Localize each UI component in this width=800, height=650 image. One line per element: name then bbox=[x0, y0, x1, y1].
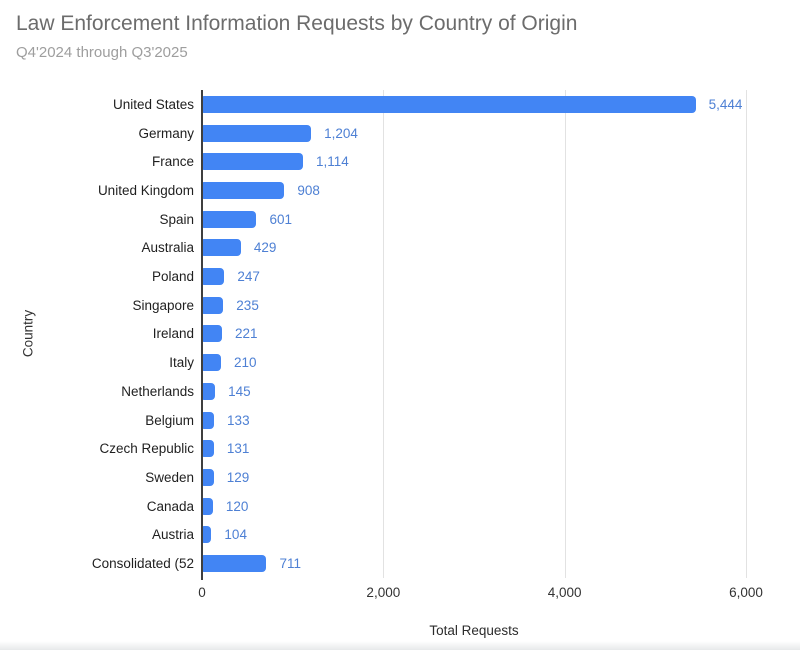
value-label: 120 bbox=[225, 498, 249, 514]
category-label: United States bbox=[112, 96, 194, 112]
plot-area: United States 5,444 Germany 1,204 France 1,11… bbox=[92, 90, 770, 580]
category-label: Singapore bbox=[132, 297, 194, 313]
bar-row: Singapore 235 bbox=[132, 291, 770, 320]
x-tick-label: 0 bbox=[198, 585, 206, 600]
value-label: 131 bbox=[226, 441, 250, 457]
chart-title: Law Enforcement Information Requests by … bbox=[16, 12, 578, 35]
value-label: 5,444 bbox=[708, 96, 743, 112]
bar-row: United Kingdom 908 bbox=[98, 176, 770, 205]
bar bbox=[202, 411, 215, 429]
bar-row: Germany 1,204 bbox=[138, 119, 770, 148]
x-axis-ticks: 0 2,000 4,000 6,000 bbox=[198, 585, 770, 605]
category-label: Sweden bbox=[145, 469, 194, 485]
value-label: 129 bbox=[226, 469, 250, 485]
category-label: France bbox=[151, 154, 194, 170]
value-label: 711 bbox=[279, 556, 301, 572]
value-label: 1,114 bbox=[316, 154, 349, 170]
gridline bbox=[383, 90, 385, 578]
gridline bbox=[564, 90, 566, 578]
value-label: 221 bbox=[235, 326, 258, 342]
category-label: Consolidated (52 bbox=[91, 556, 194, 572]
value-label: 908 bbox=[297, 182, 320, 198]
bar-row: United States 5,444 bbox=[113, 90, 770, 119]
x-tick-label: 6,000 bbox=[729, 585, 763, 600]
value-label: 210 bbox=[234, 355, 257, 371]
value-label: 235 bbox=[236, 297, 259, 313]
bar-row: Canada 120 bbox=[147, 492, 770, 521]
bar-row: Netherlands 145 bbox=[121, 377, 770, 406]
bar bbox=[202, 497, 213, 515]
bar bbox=[202, 325, 223, 343]
y-axis-title: Country bbox=[20, 309, 36, 358]
bar-row: Sweden 129 bbox=[145, 463, 770, 492]
category-label: Ireland bbox=[152, 326, 194, 342]
value-label: 104 bbox=[224, 527, 247, 543]
bar-row: Poland 247 bbox=[152, 262, 770, 291]
bar-row: Austria 104 bbox=[152, 521, 770, 550]
bar-row: Czech Republic 131 bbox=[99, 434, 770, 463]
category-label: Italy bbox=[169, 355, 194, 371]
value-label: 1,204 bbox=[324, 125, 358, 141]
bar bbox=[202, 181, 285, 199]
bar bbox=[202, 526, 212, 544]
bottom-edge-strip bbox=[0, 641, 800, 650]
x-tick-label: 2,000 bbox=[366, 585, 401, 600]
category-label: Belgium bbox=[145, 412, 194, 428]
bar-rows: United States 5,444 Germany 1,204 France 1,11… bbox=[92, 90, 770, 578]
value-label: 145 bbox=[228, 383, 251, 399]
category-label: Poland bbox=[151, 269, 194, 285]
category-label: Netherlands bbox=[121, 383, 194, 399]
bar bbox=[202, 95, 696, 113]
category-label: Czech Republic bbox=[99, 441, 194, 457]
bar-row: Consolidated (52 711 bbox=[92, 549, 770, 578]
value-label: 247 bbox=[237, 269, 260, 285]
bar-row: Italy 210 bbox=[169, 348, 770, 377]
bar bbox=[202, 239, 241, 257]
x-tick-label: 4,000 bbox=[547, 585, 582, 600]
category-label: Germany bbox=[138, 125, 194, 141]
bar bbox=[202, 440, 214, 458]
chart-subtitle: Q4'2024 through Q3'2025 bbox=[16, 44, 188, 61]
bar-row: Ireland 221 bbox=[153, 320, 770, 349]
bar bbox=[202, 382, 216, 400]
bar-row: Belgium 133 bbox=[145, 406, 770, 435]
category-label: Australia bbox=[141, 240, 194, 256]
bar bbox=[202, 153, 303, 171]
bar bbox=[202, 296, 224, 314]
gridline bbox=[746, 90, 747, 578]
bar-row: Spain 601 bbox=[159, 205, 770, 234]
y-axis-line bbox=[201, 90, 203, 580]
bar bbox=[202, 124, 312, 142]
bar bbox=[202, 555, 267, 573]
bar bbox=[202, 210, 257, 228]
bar-row: Australia 429 bbox=[141, 234, 770, 263]
bar bbox=[202, 468, 214, 486]
category-label: Canada bbox=[146, 498, 194, 514]
value-label: 429 bbox=[253, 240, 277, 256]
bar-row: France 1,114 bbox=[152, 147, 770, 176]
bar bbox=[202, 268, 225, 286]
bar bbox=[202, 354, 222, 372]
x-axis-title: Total Requests bbox=[429, 623, 519, 638]
category-label: United Kingdom bbox=[97, 182, 194, 198]
value-label: 133 bbox=[227, 412, 250, 428]
category-label: Austria bbox=[151, 527, 194, 543]
category-label: Spain bbox=[159, 211, 194, 227]
value-label: 601 bbox=[269, 211, 293, 227]
